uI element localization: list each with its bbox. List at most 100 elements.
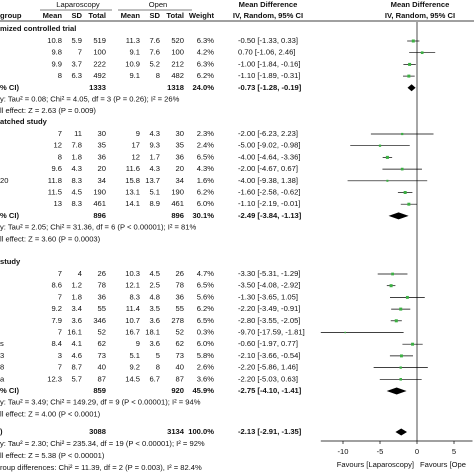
cell: 7.8 — [71, 141, 82, 150]
cell: 10.7 — [125, 316, 140, 325]
cell: 7 — [58, 328, 62, 337]
cell: 11.5 — [48, 188, 62, 197]
cell: 8.3 — [71, 176, 82, 185]
cell: 6.7 — [149, 374, 160, 383]
column-header: Weight — [189, 11, 215, 20]
cell: 16.7 — [125, 328, 140, 337]
row-label: 8 — [0, 363, 4, 372]
cell: 3.4 — [71, 304, 82, 313]
cell: 9.1 — [129, 71, 140, 80]
weight: 6.3% — [197, 36, 215, 45]
cell: 7.9 — [51, 316, 62, 325]
effect-square — [386, 179, 389, 182]
weight: 5.8% — [197, 351, 215, 360]
weight: 6.2% — [197, 71, 215, 80]
row-label: a — [0, 374, 5, 383]
axis-label: Favours [Ope — [420, 460, 466, 469]
cell: 190 — [171, 188, 184, 197]
cell: 3 — [58, 351, 62, 360]
cell: 73 — [176, 351, 184, 360]
row-label: % CI) — [0, 211, 19, 220]
total: 1333 — [89, 83, 106, 92]
cell: 9.2 — [51, 304, 62, 313]
ci-text: -4.00 [-9.38, 1.38] — [238, 176, 298, 185]
column-header: Mean — [121, 11, 141, 20]
ci-text: -2.20 [-5.03, 0.63] — [238, 374, 298, 383]
cell: 7 — [58, 269, 62, 278]
weight: 6.0% — [197, 199, 215, 208]
cell: 4.1 — [71, 339, 82, 348]
column-header: SD — [149, 11, 160, 20]
cell: 26 — [98, 269, 106, 278]
cell: 346 — [93, 316, 106, 325]
cell: 78 — [176, 281, 184, 290]
row-label: s — [0, 339, 4, 348]
column-header: Mean — [43, 11, 63, 20]
subgroup-test: roup differences: Chi² = 11.39, df = 2 (… — [0, 463, 202, 472]
weight: 3.6% — [197, 374, 215, 383]
ci-text: -0.60 [-1.97, 0.77] — [238, 339, 298, 348]
heterogeneity: y: Tau² = 2.30; Chi² = 235.34, df = 19 (… — [0, 439, 205, 448]
cell: 55 — [176, 304, 184, 313]
ci-text: -2.75 [-4.10, -1.41] — [238, 386, 302, 395]
heterogeneity: y: Tau² = 3.49; Chi² = 149.29, df = 9 (P… — [0, 398, 201, 407]
effect-square — [403, 191, 407, 194]
cell: 52 — [98, 328, 106, 337]
cell: 78 — [98, 281, 106, 290]
weight: 6.5% — [197, 281, 215, 290]
weight: 6.5% — [197, 152, 215, 161]
effect-square — [399, 378, 402, 381]
cell: 3.6 — [149, 339, 160, 348]
cell: 9.1 — [129, 48, 140, 57]
total: 3088 — [89, 427, 106, 436]
cell: 13 — [54, 199, 62, 208]
ci-text: -5.00 [-9.02, -0.98] — [238, 141, 300, 150]
total: 896 — [171, 211, 184, 220]
diamond — [388, 212, 409, 220]
weight: 30.1% — [192, 211, 214, 220]
cell: 7.6 — [149, 36, 160, 45]
ci-text: -2.20 [-5.86, 1.46] — [238, 363, 298, 372]
cell: 3.6 — [149, 316, 160, 325]
cell: 5.7 — [71, 374, 82, 383]
cell: 520 — [171, 36, 184, 45]
cell: 52 — [176, 328, 184, 337]
effect-square — [385, 155, 389, 159]
ci-text: -2.00 [-4.67, 0.67] — [238, 164, 298, 173]
cell: 8 — [58, 71, 62, 80]
row-label: % CI) — [0, 83, 19, 92]
cell: 492 — [93, 71, 106, 80]
cell: 40 — [98, 363, 106, 372]
header: group — [0, 11, 22, 20]
cell: 5.1 — [149, 188, 160, 197]
cell: 12 — [132, 152, 140, 161]
cell: 18.1 — [145, 328, 160, 337]
cell: 20 — [176, 164, 184, 173]
cell: 36 — [176, 292, 184, 301]
effect-square — [399, 307, 403, 311]
cell: 1.8 — [71, 152, 82, 161]
cell: 8.3 — [129, 292, 140, 301]
cell: 461 — [171, 199, 184, 208]
ci-text: -1.10 [-2.19, -0.01] — [238, 199, 300, 208]
axis-label: Favours [Laparoscopy] — [337, 460, 414, 469]
cell: 8 — [58, 152, 62, 161]
effect-square — [411, 39, 415, 43]
weight: 5.6% — [197, 292, 215, 301]
cell: 9.2 — [129, 363, 140, 372]
cell: 9.3 — [149, 141, 160, 150]
total: 1318 — [167, 83, 184, 92]
column-header: SD — [71, 11, 82, 20]
cell: 461 — [93, 199, 106, 208]
cell: 87 — [176, 374, 184, 383]
x-tick-label: -5 — [377, 447, 384, 456]
cell: 16.1 — [67, 328, 82, 337]
cell: 62 — [176, 339, 184, 348]
cell: 8.6 — [51, 281, 62, 290]
cell: 1.2 — [71, 281, 82, 290]
diamond — [386, 387, 407, 395]
ci-text: -9.70 [-17.59, -1.81] — [238, 328, 305, 337]
weight: 45.9% — [192, 386, 214, 395]
cell: 7 — [58, 129, 62, 138]
